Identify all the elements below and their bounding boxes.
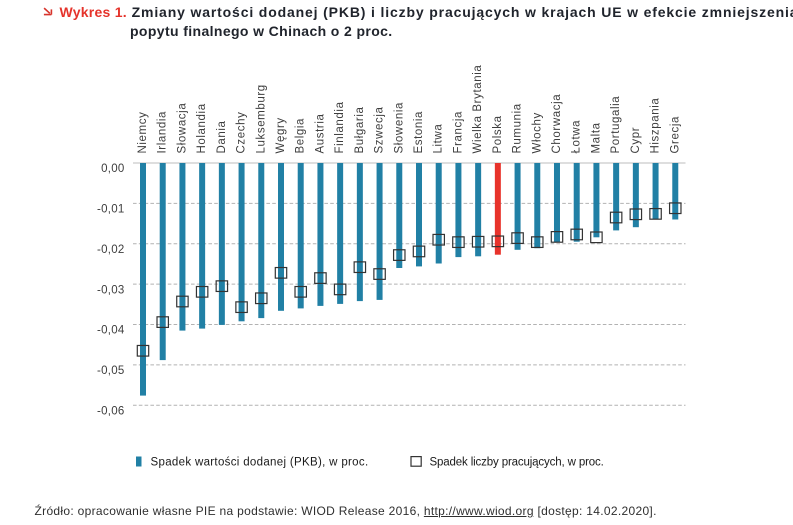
svg-text:Portugalia: Portugalia <box>610 96 622 154</box>
svg-text:-0,02: -0,02 <box>97 244 124 256</box>
svg-text:Łotwa: Łotwa <box>571 120 583 154</box>
svg-text:Węgry: Węgry <box>275 117 287 153</box>
svg-text:Luksemburg: Luksemburg <box>255 84 267 153</box>
svg-text:Hiszpania: Hiszpania <box>650 98 662 154</box>
svg-text:Wielka Brytania: Wielka Brytania <box>472 65 484 154</box>
svg-text:Malta: Malta <box>590 122 602 153</box>
svg-text:Finlandia: Finlandia <box>334 101 346 153</box>
svg-text:Belgia: Belgia <box>295 118 307 154</box>
svg-text:Grecja: Grecja <box>669 116 681 153</box>
svg-text:Słowacja: Słowacja <box>176 103 188 154</box>
svg-text:Cypr: Cypr <box>630 127 642 154</box>
svg-text:Spadek wartości dodanej (PKB),: Spadek wartości dodanej (PKB), w proc. <box>151 457 369 469</box>
svg-text:Estonia: Estonia <box>413 111 425 154</box>
svg-text:Dania: Dania <box>216 120 228 153</box>
svg-text:Irlandia: Irlandia <box>157 111 169 154</box>
svg-text:Holandia: Holandia <box>196 103 208 153</box>
svg-text:-0,06: -0,06 <box>97 406 124 418</box>
svg-text:Bułgaria: Bułgaria <box>354 107 366 154</box>
svg-text:Spadek liczby pracujących, w p: Spadek liczby pracujących, w proc. <box>430 457 604 469</box>
svg-text:-0,03: -0,03 <box>97 284 124 296</box>
svg-text:Francja: Francja <box>452 111 464 154</box>
svg-text:Włochy: Włochy <box>531 112 543 153</box>
svg-text:-0,04: -0,04 <box>97 325 125 337</box>
svg-text:Czechy: Czechy <box>236 112 248 154</box>
svg-text:Litwa: Litwa <box>433 124 445 154</box>
svg-text:Szwecja: Szwecja <box>374 106 386 153</box>
svg-text:Austria: Austria <box>314 114 326 154</box>
svg-text:Niemcy: Niemcy <box>137 112 149 154</box>
svg-text:Polska: Polska <box>492 115 504 153</box>
svg-text:-0,01: -0,01 <box>97 204 124 216</box>
svg-text:0,00: 0,00 <box>101 163 124 175</box>
svg-text:Słowenia: Słowenia <box>393 102 405 153</box>
svg-text:Chorwacja: Chorwacja <box>551 94 563 154</box>
svg-text:Rumunia: Rumunia <box>512 103 524 153</box>
svg-text:-0,05: -0,05 <box>97 365 124 377</box>
